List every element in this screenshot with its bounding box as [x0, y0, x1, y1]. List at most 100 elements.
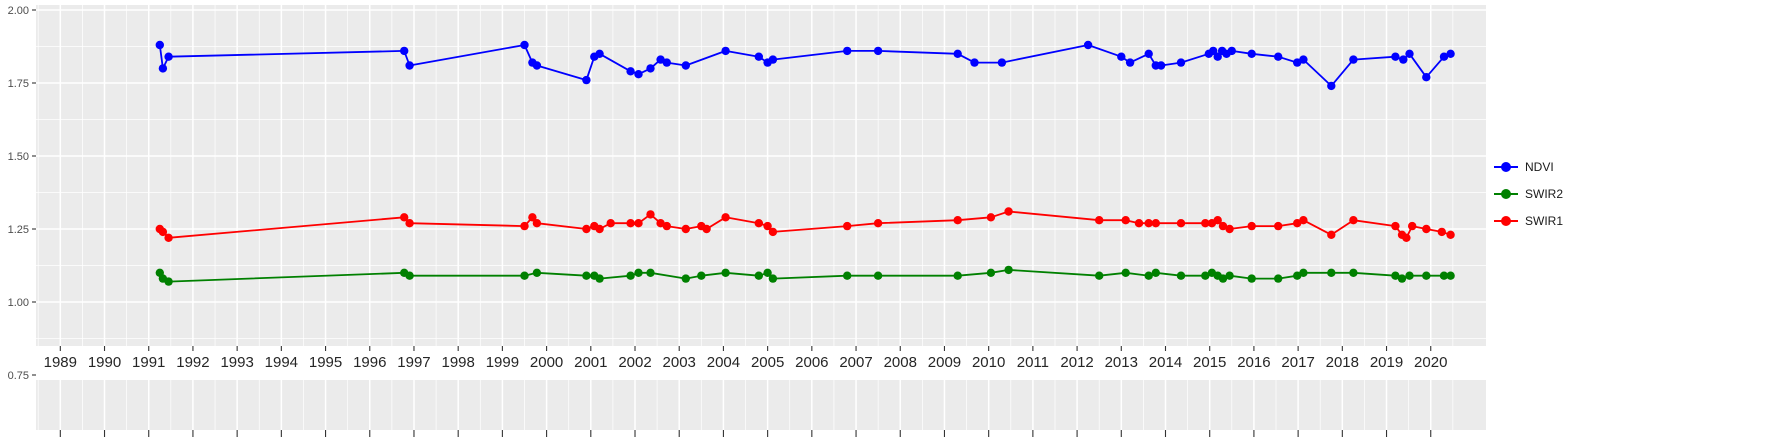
legend-item-swir1: SWIR1 — [1494, 212, 1563, 230]
x-tick-label: 2012 — [1060, 354, 1093, 371]
x-tick-label: 2017 — [1281, 354, 1314, 371]
x-tick-label: 1999 — [486, 354, 519, 371]
data-point-ndvi — [1227, 46, 1237, 56]
data-point-swir1 — [1274, 221, 1283, 231]
legend-point-swatch — [1501, 216, 1511, 226]
x-tick-label: 2006 — [795, 354, 828, 371]
data-point-swir1 — [768, 227, 778, 237]
data-point-swir2 — [768, 274, 778, 283]
legend-label-ndvi: NDVI — [1525, 160, 1554, 174]
legend-key-ndvi — [1494, 158, 1518, 176]
data-point-swir1 — [1176, 219, 1186, 228]
x-tick-label: 2014 — [1149, 354, 1182, 371]
data-point-ndvi — [843, 46, 852, 56]
data-point-swir2 — [405, 271, 414, 280]
y-tick-label: 1.25 — [8, 224, 29, 236]
data-point-swir1 — [1201, 219, 1210, 228]
legend: NDVI SWIR2 SWIR1 — [1494, 158, 1563, 230]
data-point-swir1 — [1151, 219, 1161, 228]
data-point-swir2 — [1391, 271, 1400, 280]
data-point-ndvi — [1144, 49, 1153, 58]
legend-point-swatch — [1501, 189, 1511, 199]
legend-key-swir2 — [1494, 185, 1518, 203]
legend-point-swatch — [1501, 162, 1511, 172]
data-point-swir1 — [400, 213, 409, 222]
data-point-ndvi — [1209, 46, 1218, 56]
data-point-swir1 — [520, 221, 529, 231]
y-tick-label: 1.00 — [8, 297, 29, 309]
data-point-swir1 — [1144, 219, 1153, 228]
data-point-swir2 — [646, 268, 655, 277]
data-point-swir1 — [528, 213, 537, 222]
data-point-swir1 — [1218, 221, 1228, 231]
x-tick-label: 2013 — [1105, 354, 1138, 371]
data-point-swir1 — [681, 224, 690, 234]
x-tick-label: 1994 — [265, 354, 298, 371]
x-tick-label: 2008 — [884, 354, 917, 371]
data-point-swir2 — [1405, 271, 1414, 280]
data-point-ndvi — [997, 58, 1007, 67]
data-point-ndvi — [595, 49, 604, 58]
x-tick-label: 2003 — [663, 354, 696, 371]
y-tick-label: 1.50 — [8, 151, 29, 163]
data-point-swir2 — [873, 271, 883, 280]
x-tick-label: 1996 — [353, 354, 386, 371]
x-tick-label: 1993 — [220, 354, 253, 371]
data-point-swir1 — [1095, 216, 1104, 225]
data-point-ndvi — [873, 46, 883, 56]
data-point-swir1 — [986, 213, 996, 222]
data-point-swir1 — [532, 219, 542, 228]
data-point-swir2 — [763, 268, 772, 277]
data-point-swir1 — [1327, 230, 1336, 239]
data-point-swir2 — [681, 274, 690, 283]
data-point-swir2 — [1327, 268, 1336, 277]
data-point-swir2 — [1151, 268, 1161, 277]
data-point-ndvi — [1405, 49, 1414, 58]
data-point-ndvi — [582, 75, 591, 85]
data-point-swir1 — [1213, 216, 1222, 225]
data-point-ndvi — [1439, 52, 1449, 61]
data-point-ndvi — [721, 46, 730, 56]
data-point-swir1 — [953, 216, 962, 225]
x-tick-label: 2005 — [751, 354, 784, 371]
data-point-swir1 — [763, 221, 772, 231]
data-point-swir2 — [1144, 271, 1153, 280]
data-point-ndvi — [1156, 61, 1166, 70]
data-point-ndvi — [1176, 58, 1186, 67]
x-tick-label: 1990 — [88, 354, 121, 371]
data-point-swir2 — [1299, 268, 1308, 277]
x-tick-label: 2015 — [1193, 354, 1226, 371]
data-point-swir1 — [843, 221, 852, 231]
data-point-swir1 — [1349, 216, 1358, 225]
data-point-swir1 — [1446, 230, 1455, 239]
data-point-ndvi — [754, 52, 763, 61]
legend-label-swir2: SWIR2 — [1525, 187, 1564, 201]
data-point-ndvi — [1247, 49, 1256, 58]
data-point-swir2 — [595, 274, 604, 283]
data-point-swir1 — [1408, 221, 1417, 231]
data-point-ndvi — [1399, 55, 1408, 64]
data-point-ndvi — [768, 55, 778, 64]
data-point-swir1 — [158, 227, 168, 237]
data-point-swir2 — [721, 268, 730, 277]
data-point-swir1 — [626, 219, 635, 228]
x-tick-label: 1995 — [309, 354, 342, 371]
x-tick-label: 2016 — [1237, 354, 1270, 371]
data-point-ndvi — [1299, 55, 1308, 64]
data-point-swir1 — [582, 224, 591, 234]
data-point-ndvi — [532, 61, 542, 70]
data-point-swir1 — [1225, 224, 1234, 234]
bottom-strip-panel — [36, 380, 1486, 430]
data-point-swir1 — [1422, 224, 1431, 234]
data-point-swir1 — [1121, 216, 1130, 225]
data-point-swir2 — [634, 268, 643, 277]
data-point-swir2 — [1176, 271, 1186, 280]
x-tick-label: 2000 — [530, 354, 563, 371]
data-point-swir1 — [595, 224, 604, 234]
data-point-swir1 — [721, 213, 730, 222]
data-point-ndvi — [1117, 52, 1126, 61]
data-point-swir2 — [520, 271, 529, 280]
data-point-swir2 — [1274, 274, 1283, 283]
